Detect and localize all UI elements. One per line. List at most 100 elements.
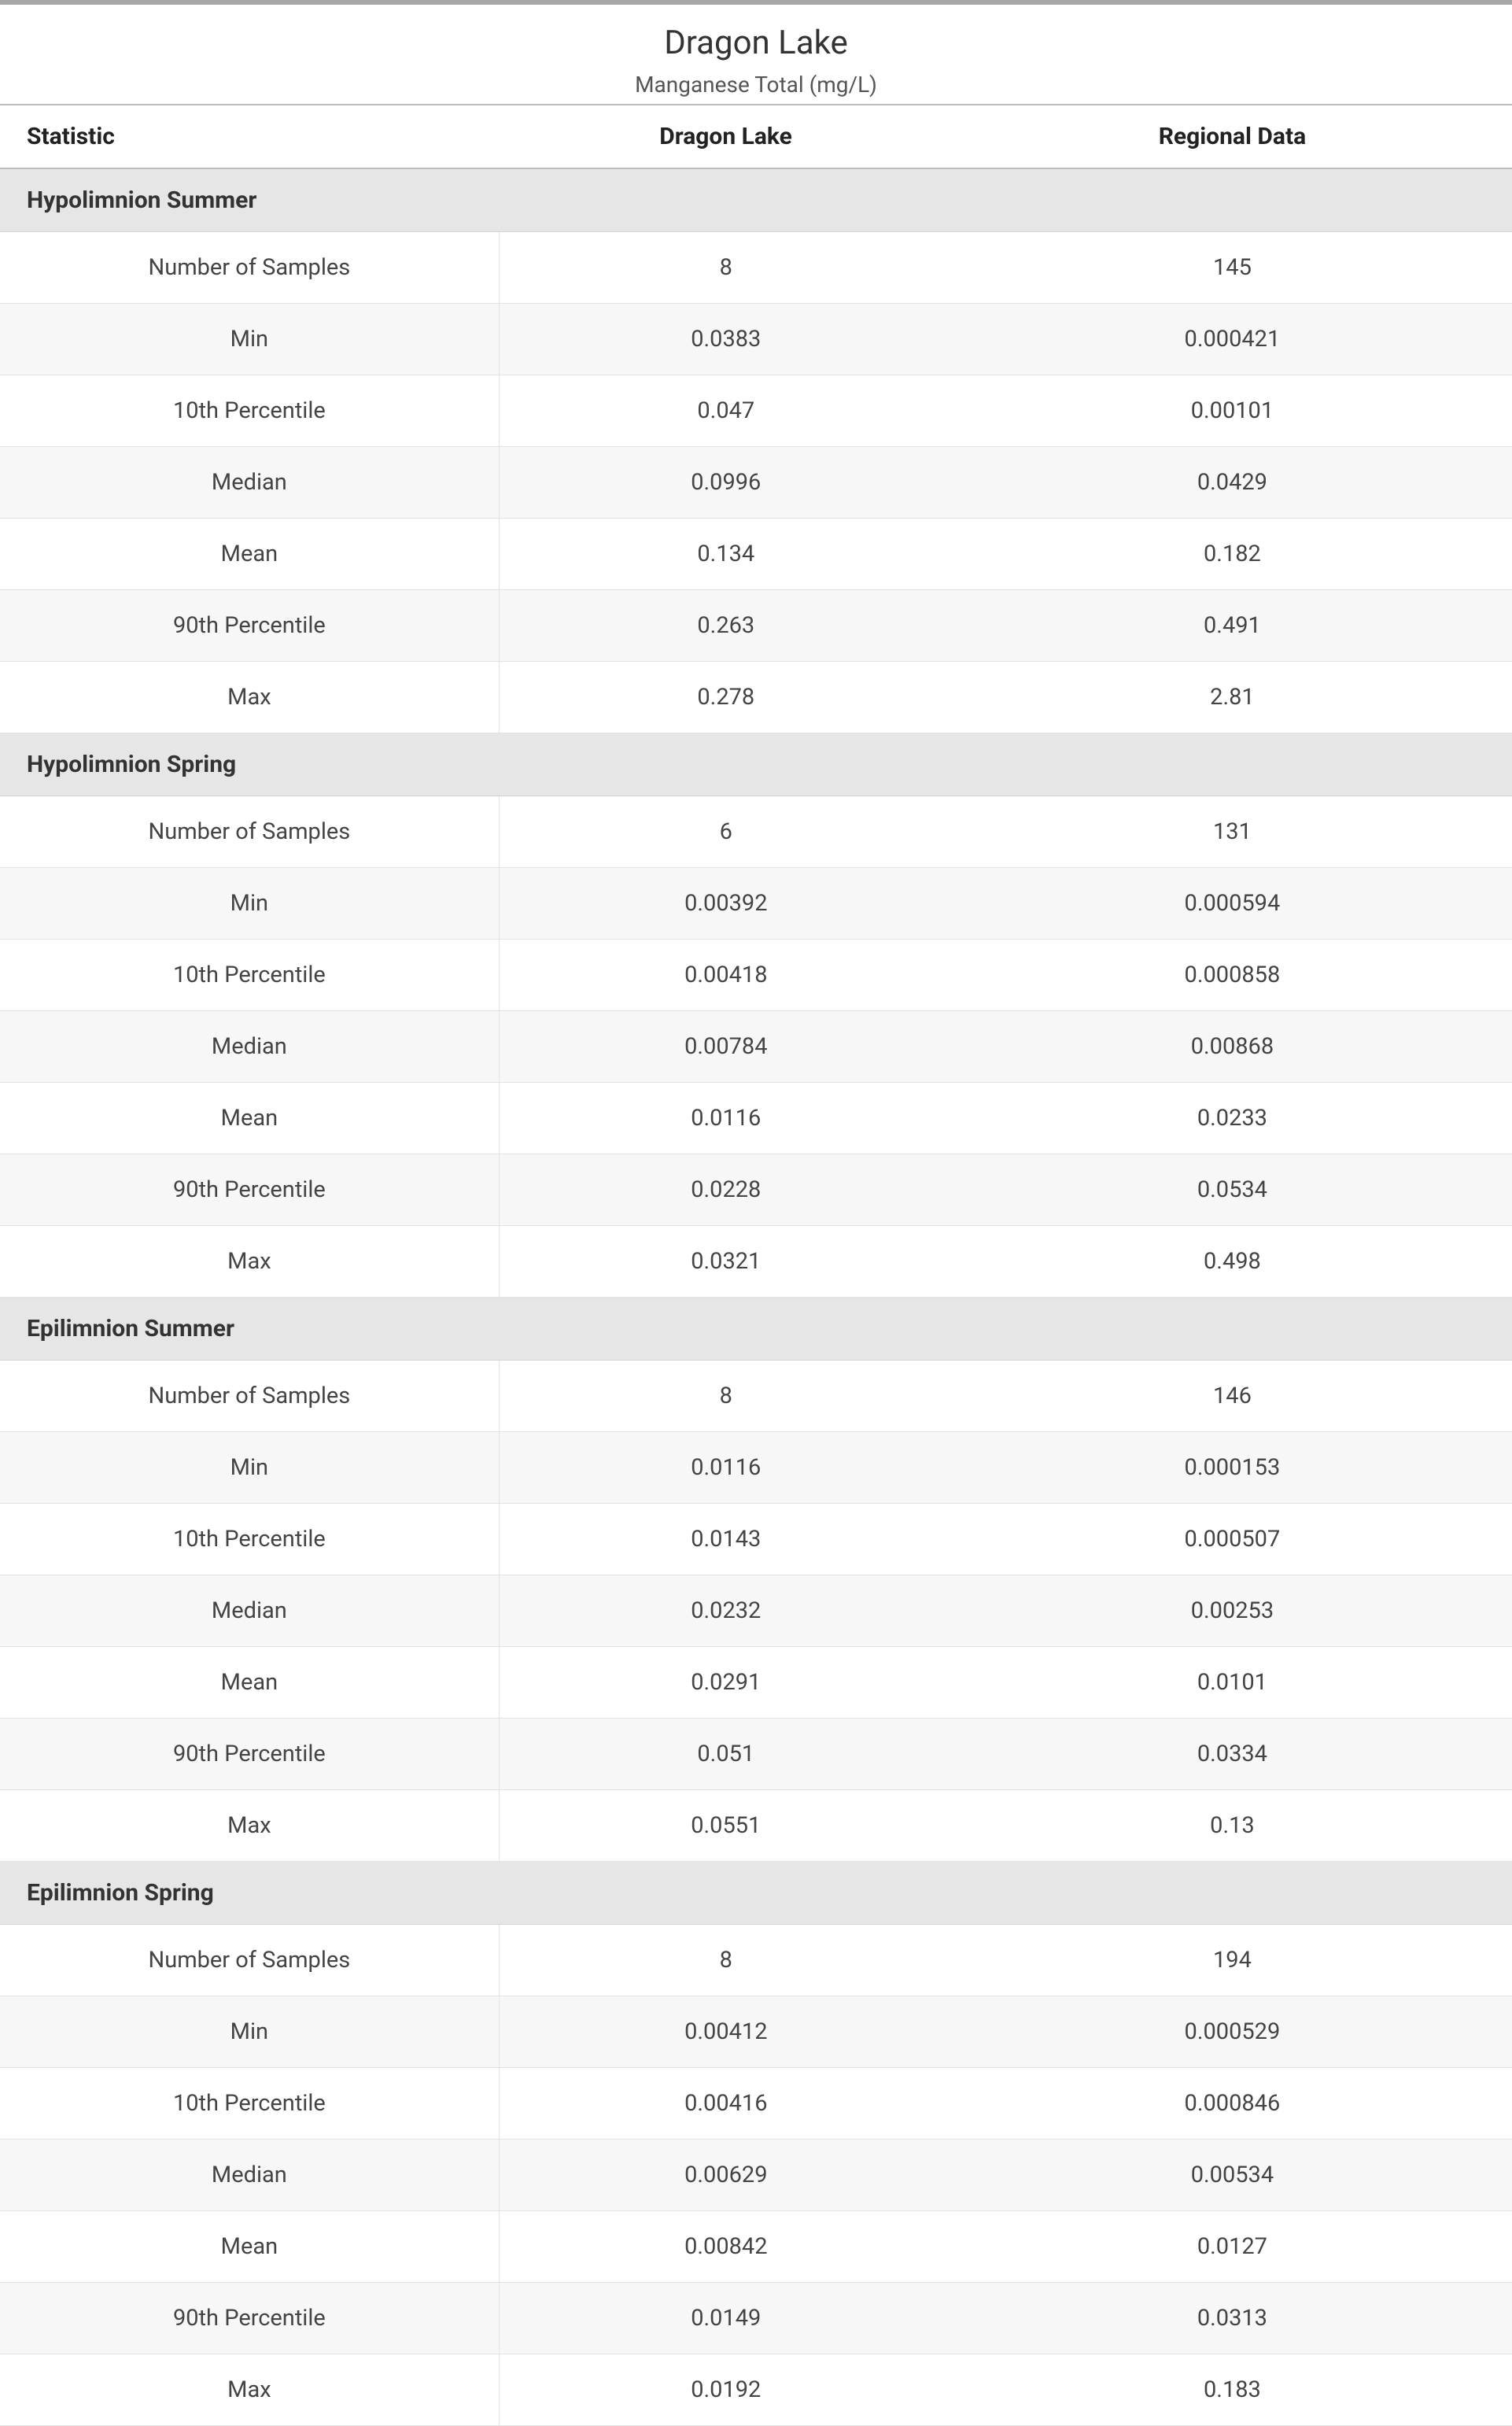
- regional-value-cell: 0.0334: [953, 1719, 1512, 1790]
- table-row: 10th Percentile0.004160.000846: [0, 2068, 1512, 2140]
- site-value-cell: 0.134: [499, 519, 953, 590]
- table-row: Mean0.02910.0101: [0, 1647, 1512, 1719]
- stats-table: Statistic Dragon Lake Regional Data Hypo…: [0, 104, 1512, 2426]
- regional-value-cell: 0.0534: [953, 1154, 1512, 1226]
- table-row: Number of Samples8146: [0, 1361, 1512, 1432]
- table-row: Min0.01160.000153: [0, 1432, 1512, 1504]
- stat-name-cell: Median: [0, 2140, 499, 2211]
- table-row: Median0.006290.00534: [0, 2140, 1512, 2211]
- col-header-statistic: Statistic: [0, 105, 499, 168]
- table-row: Max0.05510.13: [0, 1790, 1512, 1862]
- regional-value-cell: 0.000153: [953, 1432, 1512, 1504]
- stat-name-cell: Min: [0, 304, 499, 375]
- stat-name-cell: Max: [0, 2354, 499, 2426]
- section-header-row: Epilimnion Summer: [0, 1298, 1512, 1361]
- section-name: Hypolimnion Summer: [0, 168, 1512, 232]
- table-row: Median0.007840.00868: [0, 1011, 1512, 1083]
- regional-value-cell: 131: [953, 796, 1512, 868]
- report-subtitle: Manganese Total (mg/L): [0, 72, 1512, 98]
- stat-name-cell: Min: [0, 1432, 499, 1504]
- table-row: Max0.2782.81: [0, 662, 1512, 733]
- stat-name-cell: Mean: [0, 1647, 499, 1719]
- stat-name-cell: Median: [0, 1575, 499, 1647]
- stat-name-cell: 10th Percentile: [0, 375, 499, 447]
- table-row: Mean0.1340.182: [0, 519, 1512, 590]
- table-row: Mean0.01160.0233: [0, 1083, 1512, 1154]
- table-row: Median0.02320.00253: [0, 1575, 1512, 1647]
- table-row: 10th Percentile0.01430.000507: [0, 1504, 1512, 1575]
- regional-value-cell: 0.000594: [953, 868, 1512, 940]
- table-row: Min0.004120.000529: [0, 1996, 1512, 2068]
- site-value-cell: 0.0116: [499, 1083, 953, 1154]
- site-value-cell: 8: [499, 232, 953, 304]
- table-row: 90th Percentile0.0510.0334: [0, 1719, 1512, 1790]
- regional-value-cell: 145: [953, 232, 1512, 304]
- regional-value-cell: 0.13: [953, 1790, 1512, 1862]
- site-value-cell: 0.278: [499, 662, 953, 733]
- stat-name-cell: Number of Samples: [0, 796, 499, 868]
- table-row: 10th Percentile0.004180.000858: [0, 940, 1512, 1011]
- table-row: Max0.01920.183: [0, 2354, 1512, 2426]
- stat-name-cell: Max: [0, 1226, 499, 1298]
- regional-value-cell: 0.00534: [953, 2140, 1512, 2211]
- site-value-cell: 0.0116: [499, 1432, 953, 1504]
- section-name: Epilimnion Summer: [0, 1298, 1512, 1361]
- regional-value-cell: 0.000858: [953, 940, 1512, 1011]
- site-value-cell: 0.0321: [499, 1226, 953, 1298]
- section-header-row: Hypolimnion Spring: [0, 733, 1512, 796]
- site-value-cell: 0.00412: [499, 1996, 953, 2068]
- table-row: Median0.09960.0429: [0, 447, 1512, 519]
- stat-name-cell: 10th Percentile: [0, 1504, 499, 1575]
- stat-name-cell: 90th Percentile: [0, 1719, 499, 1790]
- site-value-cell: 8: [499, 1925, 953, 1996]
- regional-value-cell: 0.0101: [953, 1647, 1512, 1719]
- table-row: 10th Percentile0.0470.00101: [0, 375, 1512, 447]
- section-name: Epilimnion Spring: [0, 1862, 1512, 1925]
- site-value-cell: 6: [499, 796, 953, 868]
- section-header-row: Epilimnion Spring: [0, 1862, 1512, 1925]
- site-value-cell: 0.00392: [499, 868, 953, 940]
- col-header-regional: Regional Data: [953, 105, 1512, 168]
- site-value-cell: 0.0383: [499, 304, 953, 375]
- regional-value-cell: 0.0429: [953, 447, 1512, 519]
- site-value-cell: 0.00784: [499, 1011, 953, 1083]
- site-value-cell: 0.00629: [499, 2140, 953, 2211]
- report-title: Dragon Lake: [0, 24, 1512, 62]
- stat-name-cell: Number of Samples: [0, 1361, 499, 1432]
- column-header-row: Statistic Dragon Lake Regional Data: [0, 105, 1512, 168]
- stat-name-cell: 90th Percentile: [0, 1154, 499, 1226]
- site-value-cell: 0.00418: [499, 940, 953, 1011]
- stat-name-cell: Median: [0, 447, 499, 519]
- stat-name-cell: Max: [0, 662, 499, 733]
- section-header-row: Hypolimnion Summer: [0, 168, 1512, 232]
- table-row: 90th Percentile0.02280.0534: [0, 1154, 1512, 1226]
- section-name: Hypolimnion Spring: [0, 733, 1512, 796]
- table-row: Number of Samples6131: [0, 796, 1512, 868]
- stat-name-cell: 90th Percentile: [0, 2283, 499, 2354]
- table-row: Min0.03830.000421: [0, 304, 1512, 375]
- regional-value-cell: 0.0233: [953, 1083, 1512, 1154]
- stat-name-cell: 10th Percentile: [0, 2068, 499, 2140]
- table-row: Number of Samples8194: [0, 1925, 1512, 1996]
- site-value-cell: 0.051: [499, 1719, 953, 1790]
- site-value-cell: 0.047: [499, 375, 953, 447]
- site-value-cell: 0.0228: [499, 1154, 953, 1226]
- site-value-cell: 0.00416: [499, 2068, 953, 2140]
- regional-value-cell: 146: [953, 1361, 1512, 1432]
- site-value-cell: 0.00842: [499, 2211, 953, 2283]
- col-header-site: Dragon Lake: [499, 105, 953, 168]
- table-body: Hypolimnion SummerNumber of Samples8145M…: [0, 168, 1512, 2426]
- regional-value-cell: 194: [953, 1925, 1512, 1996]
- site-value-cell: 0.0149: [499, 2283, 953, 2354]
- table-row: 90th Percentile0.2630.491: [0, 590, 1512, 662]
- site-value-cell: 0.0996: [499, 447, 953, 519]
- regional-value-cell: 0.0313: [953, 2283, 1512, 2354]
- regional-value-cell: 0.000529: [953, 1996, 1512, 2068]
- regional-value-cell: 0.498: [953, 1226, 1512, 1298]
- regional-value-cell: 0.000507: [953, 1504, 1512, 1575]
- table-row: Number of Samples8145: [0, 232, 1512, 304]
- site-value-cell: 0.263: [499, 590, 953, 662]
- regional-value-cell: 0.00101: [953, 375, 1512, 447]
- table-row: Max0.03210.498: [0, 1226, 1512, 1298]
- table-row: 90th Percentile0.01490.0313: [0, 2283, 1512, 2354]
